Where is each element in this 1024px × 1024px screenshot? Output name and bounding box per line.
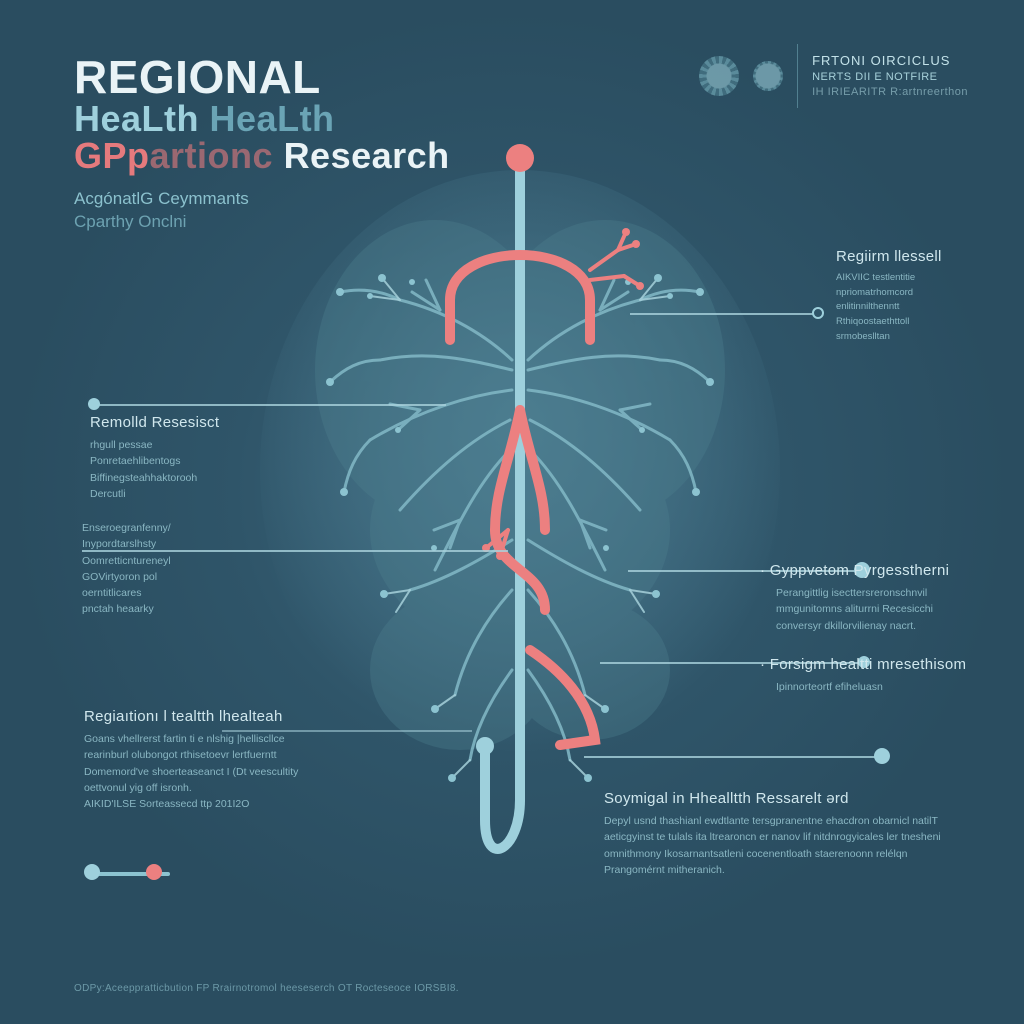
- callout-top-right-body: AIKVIIC testlentitie npriomatrhomcord en…: [836, 271, 996, 345]
- logo-separator: [797, 44, 798, 108]
- dot-pair-teal: [84, 864, 100, 880]
- leader-l1: [94, 404, 446, 406]
- leader-r4-dot: [874, 748, 890, 764]
- callout-left-2: Enseroegranfenny/ Inypordtarslhsty Oomre…: [82, 520, 282, 618]
- callout-top-right: Regiirm llessell AIKVIIC testlentitie np…: [836, 248, 996, 345]
- callout-left-1: Remolld Resesisct rhgull pessae Ponretae…: [90, 414, 290, 502]
- leader-r4: [584, 756, 880, 758]
- callout-bot-right: Soymigal in Hhealltth Ressarelt ərd Depy…: [604, 790, 984, 878]
- crest-icon-small: [753, 61, 783, 91]
- leader-l1-dot: [88, 398, 100, 410]
- dot-pair-coral: [146, 864, 162, 880]
- footnote: ODPy:Aceeppratticbution FP Rrairnotromol…: [74, 983, 459, 994]
- callout-mid-right-1: · Gyppvetom Pyrgesstherni Perangittlig i…: [776, 562, 996, 634]
- logo-block: FRTONI OIRCICLUS NERTS DII E NOTFIRE IH …: [699, 44, 968, 108]
- leader-r1: [630, 313, 818, 315]
- callout-mid-right-2: · Forsigm healtti mresethisom Ipinnorteo…: [776, 656, 996, 695]
- leader-r1-dot: [812, 307, 824, 319]
- crest-icon: [699, 56, 739, 96]
- callout-left-3: Regiaıtionı l tealtth lhealteah Goans vh…: [84, 708, 344, 812]
- logo-text: FRTONI OIRCICLUS NERTS DII E NOTFIRE IH …: [812, 52, 968, 99]
- title-line-1: REGIONAL: [74, 54, 450, 101]
